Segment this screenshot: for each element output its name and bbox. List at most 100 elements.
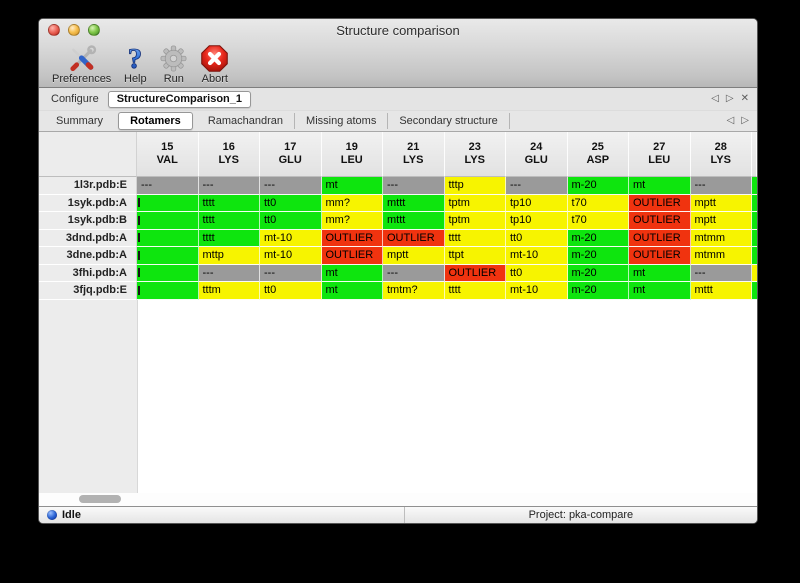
- horizontal-scrollbar-thumb[interactable]: [79, 495, 121, 503]
- table-cell[interactable]: t70: [567, 194, 629, 212]
- table-cell[interactable]: mm?: [321, 212, 383, 230]
- row-header[interactable]: 1syk.pdb:B: [39, 212, 137, 230]
- table-cell[interactable]: tt0: [260, 212, 322, 230]
- tab-summary[interactable]: Summary: [56, 115, 104, 127]
- table-cell[interactable]: ---: [690, 177, 752, 195]
- table-cell[interactable]: [137, 194, 199, 212]
- tabs-next-arrow-icon[interactable]: ▷: [741, 115, 749, 126]
- table-cell[interactable]: mtmm: [690, 229, 752, 247]
- table-cell[interactable]: mptt: [383, 247, 445, 265]
- row-header[interactable]: 3fjq.pdb:E: [39, 282, 137, 300]
- table-cell[interactable]: tp10: [506, 212, 568, 230]
- table-cell[interactable]: mptt: [690, 212, 752, 230]
- table-cell[interactable]: mm?: [321, 194, 383, 212]
- overflow-cell[interactable]: [752, 247, 757, 265]
- table-cell[interactable]: ---: [690, 264, 752, 282]
- overflow-cell[interactable]: [752, 264, 757, 282]
- preferences-button[interactable]: Preferences: [49, 44, 114, 85]
- table-cell[interactable]: mttt: [690, 282, 752, 300]
- table-cell[interactable]: m-20: [567, 282, 629, 300]
- row-header[interactable]: 3fhi.pdb:A: [39, 264, 137, 282]
- table-cell[interactable]: tt0: [506, 264, 568, 282]
- table-cell[interactable]: tt0: [506, 229, 568, 247]
- prev-arrow-icon[interactable]: ◁: [711, 93, 719, 104]
- table-cell[interactable]: [137, 229, 199, 247]
- minimize-window-button[interactable]: [68, 24, 80, 36]
- tabs-prev-arrow-icon[interactable]: ◁: [726, 115, 735, 126]
- table-cell[interactable]: t70: [567, 212, 629, 230]
- table-cell[interactable]: ---: [506, 177, 568, 195]
- abort-button[interactable]: Abort: [197, 44, 232, 85]
- tab-ramachandran[interactable]: Ramachandran: [207, 115, 284, 127]
- table-cell[interactable]: tttt: [444, 282, 506, 300]
- table-cell[interactable]: ---: [198, 177, 260, 195]
- overflow-cell[interactable]: [752, 229, 757, 247]
- table-cell[interactable]: m-20: [567, 247, 629, 265]
- table-cell[interactable]: OUTLIER: [444, 264, 506, 282]
- table-cell[interactable]: mtmm: [690, 247, 752, 265]
- table-cell[interactable]: ---: [137, 177, 199, 195]
- table-cell[interactable]: OUTLIER: [321, 229, 383, 247]
- table-cell[interactable]: mt: [321, 177, 383, 195]
- table-cell[interactable]: ---: [260, 177, 322, 195]
- row-header[interactable]: 1syk.pdb:A: [39, 194, 137, 212]
- table-cell[interactable]: tmtm?: [383, 282, 445, 300]
- table-cell[interactable]: mttp: [198, 247, 260, 265]
- table-cell[interactable]: tt0: [260, 282, 322, 300]
- overflow-cell[interactable]: [752, 177, 757, 195]
- overflow-cell[interactable]: [752, 194, 757, 212]
- table-cell[interactable]: tttt: [198, 229, 260, 247]
- table-cell[interactable]: OUTLIER: [629, 212, 691, 230]
- table-cell[interactable]: tttt: [444, 229, 506, 247]
- table-cell[interactable]: mptt: [690, 194, 752, 212]
- tab-rotamers[interactable]: Rotamers: [118, 112, 193, 130]
- table-cell[interactable]: ttpt: [444, 247, 506, 265]
- row-header[interactable]: 3dne.pdb:A: [39, 247, 137, 265]
- tab-missing-atoms[interactable]: Missing atoms: [294, 113, 387, 129]
- close-icon[interactable]: ✕: [740, 93, 749, 104]
- table-cell[interactable]: tp10: [506, 194, 568, 212]
- help-button[interactable]: ? Help: [120, 44, 150, 85]
- overflow-cell[interactable]: [752, 212, 757, 230]
- table-cell[interactable]: tptm: [444, 212, 506, 230]
- table-cell[interactable]: m-20: [567, 229, 629, 247]
- table-cell[interactable]: mt-10: [506, 247, 568, 265]
- table-cell[interactable]: tttm: [198, 282, 260, 300]
- table-cell[interactable]: OUTLIER: [383, 229, 445, 247]
- tab-secondary-structure[interactable]: Secondary structure: [387, 113, 510, 129]
- run-button[interactable]: Run: [156, 44, 191, 85]
- next-arrow-icon[interactable]: ▷: [725, 93, 734, 104]
- table-cell[interactable]: mt-10: [260, 247, 322, 265]
- close-window-button[interactable]: [48, 24, 60, 36]
- table-cell[interactable]: mttt: [383, 194, 445, 212]
- table-cell[interactable]: OUTLIER: [321, 247, 383, 265]
- table-cell[interactable]: mt-10: [260, 229, 322, 247]
- table-cell[interactable]: mt: [321, 264, 383, 282]
- table-cell[interactable]: mt: [629, 282, 691, 300]
- table-cell[interactable]: [137, 264, 199, 282]
- row-header[interactable]: 1l3r.pdb:E: [39, 177, 137, 195]
- table-cell[interactable]: [137, 212, 199, 230]
- table-cell[interactable]: OUTLIER: [629, 247, 691, 265]
- title-bar[interactable]: Structure comparison: [39, 19, 757, 41]
- table-cell[interactable]: mttt: [383, 212, 445, 230]
- table-cell[interactable]: tt0: [260, 194, 322, 212]
- overflow-cell[interactable]: [752, 282, 757, 300]
- table-cell[interactable]: m-20: [567, 264, 629, 282]
- table-cell[interactable]: tttp: [444, 177, 506, 195]
- table-cell[interactable]: mt: [629, 177, 691, 195]
- table-cell[interactable]: ---: [383, 177, 445, 195]
- zoom-window-button[interactable]: [88, 24, 100, 36]
- configuration-tab[interactable]: StructureComparison_1: [107, 90, 252, 108]
- table-cell[interactable]: ---: [383, 264, 445, 282]
- row-header[interactable]: 3dnd.pdb:A: [39, 229, 137, 247]
- table-cell[interactable]: tptm: [444, 194, 506, 212]
- table-cell[interactable]: [137, 247, 199, 265]
- table-cell[interactable]: OUTLIER: [629, 194, 691, 212]
- table-cell[interactable]: m-20: [567, 177, 629, 195]
- horizontal-scrollbar[interactable]: [39, 493, 757, 506]
- table-cell[interactable]: OUTLIER: [629, 229, 691, 247]
- table-cell[interactable]: mt-10: [506, 282, 568, 300]
- table-cell[interactable]: ---: [198, 264, 260, 282]
- table-cell[interactable]: tttt: [198, 212, 260, 230]
